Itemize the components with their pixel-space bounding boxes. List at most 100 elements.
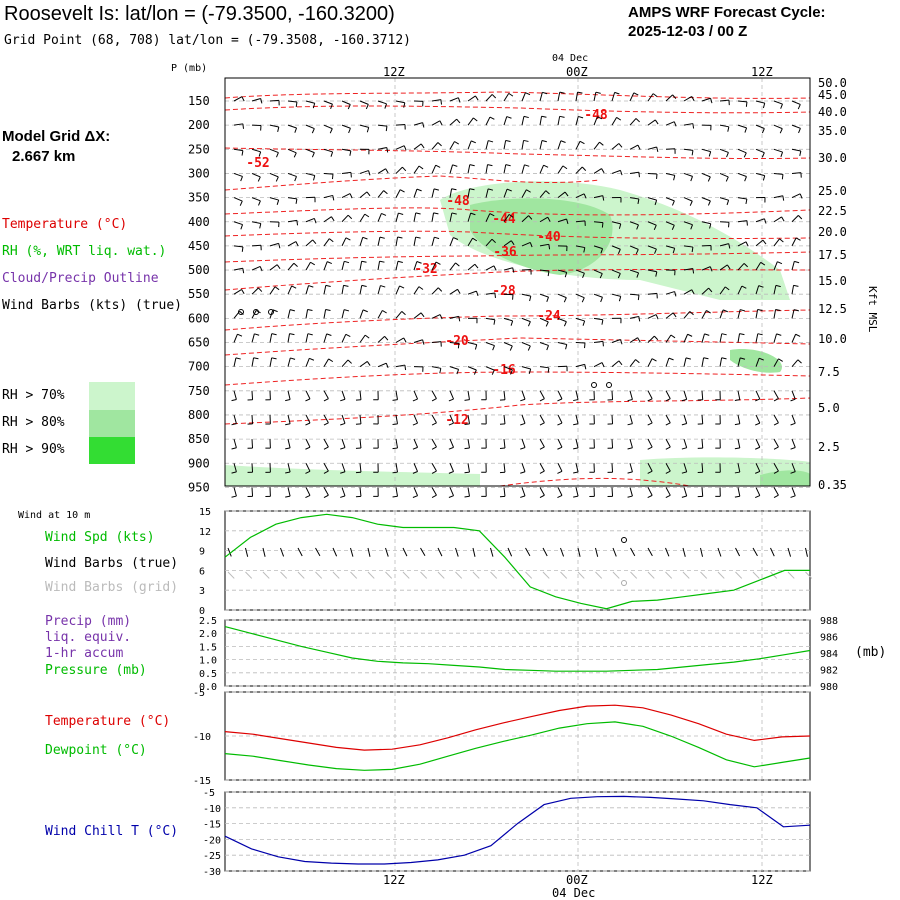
sfc-wind-barb-true <box>525 547 531 557</box>
wind-barb <box>737 333 741 343</box>
wind-barb-flag <box>541 115 547 118</box>
sfc-wind-barb-true <box>350 547 354 557</box>
wind-barb-flag <box>651 358 657 362</box>
wind-barb-flag <box>557 422 563 426</box>
top-time-12z-b: 12Z <box>751 65 773 79</box>
wind-barb <box>233 414 237 424</box>
wind-barb <box>629 487 633 497</box>
wind-barb-flag <box>311 152 315 158</box>
wind-barb-flag <box>384 103 388 109</box>
wind-barb <box>341 148 351 152</box>
wind-barb <box>629 171 639 174</box>
wind-barb <box>485 265 495 271</box>
wind-barb-flag <box>260 98 263 104</box>
wind-barb-flag <box>326 333 332 336</box>
wind-barb <box>719 172 729 178</box>
wind-barb-flag <box>564 272 568 278</box>
wind-barb <box>683 334 689 343</box>
cross-section-frame <box>224 77 811 487</box>
wind-barb-flag <box>509 345 513 351</box>
wind-barb <box>665 438 671 448</box>
wind-barb <box>341 237 347 247</box>
wind-barb-flag <box>272 309 278 313</box>
wind-barb <box>449 118 458 126</box>
temp-panel-tick-label: -15 <box>193 776 211 787</box>
wind-barb-flag <box>392 447 398 450</box>
wind-barb <box>377 124 388 127</box>
wind-barb <box>449 390 455 400</box>
wind-barb <box>575 166 583 174</box>
wind-barb <box>593 317 603 321</box>
wind-barb-flag <box>348 128 351 134</box>
wind-barb <box>323 216 332 223</box>
wind-barb <box>305 124 315 130</box>
sfc-wind-barb-true <box>437 547 443 557</box>
wind-barb-flag <box>798 128 801 134</box>
temperature-contour <box>224 337 811 356</box>
wind-barb-flag <box>412 398 418 402</box>
wind-barb <box>611 245 621 250</box>
wind-barb-flag <box>602 195 605 201</box>
wind-barb <box>611 92 616 102</box>
wind-barb <box>647 414 653 424</box>
wind-barb-flag <box>773 422 779 426</box>
wind-barb <box>359 100 369 105</box>
wind-barb <box>485 116 491 126</box>
wind-barb <box>683 463 688 472</box>
wind-barb <box>575 141 581 150</box>
wind-barb-flag <box>681 398 687 402</box>
wind-barb <box>593 269 603 275</box>
wind-barb-flag <box>685 357 691 360</box>
wind-barb-flag <box>385 363 389 369</box>
wind-barb <box>305 172 315 176</box>
wind-barb <box>467 263 476 271</box>
wind-barb <box>431 212 435 222</box>
wind-barb-flag <box>617 249 621 255</box>
wind-barb <box>611 221 621 225</box>
sfc-wind-barb-true <box>542 547 548 557</box>
wind-barb-flag <box>385 126 388 132</box>
wind-barb <box>683 414 688 424</box>
wind-barb <box>395 236 399 246</box>
sfc-wind-barb-grid <box>297 571 305 579</box>
wind-barb-flag <box>278 243 281 249</box>
wind-barb <box>449 315 459 319</box>
wind-barb-flag <box>285 399 291 402</box>
pressure-tick-label: 550 <box>188 287 210 301</box>
wind-barb-flag <box>795 333 801 337</box>
wind-barb-flag <box>422 122 425 128</box>
wind-barb <box>413 463 419 472</box>
wind-barb <box>737 220 747 223</box>
wind-barb <box>755 414 761 424</box>
wind-barb <box>395 364 405 368</box>
pressure-tick-label: 700 <box>188 360 210 374</box>
wind-barb <box>665 357 670 367</box>
wind-barb-flag <box>673 175 676 181</box>
wind-barb-flag <box>546 345 549 351</box>
wind-barb <box>755 333 759 343</box>
wind-barb-flag <box>547 367 550 373</box>
wind-barb <box>287 390 291 400</box>
wind-barb <box>521 215 529 223</box>
wind-barb <box>503 366 513 371</box>
wind-barb <box>305 309 309 319</box>
wind-barb <box>251 463 254 473</box>
wind-barb <box>323 261 328 271</box>
wind-barb <box>593 340 603 343</box>
height-tick-label: 2.5 <box>818 440 840 454</box>
wind-barb <box>593 293 603 298</box>
wind-barb-flag <box>347 359 352 364</box>
wind-barb-flag <box>529 242 533 248</box>
wind-barb-flag <box>673 121 677 127</box>
pressure-right-tick-label: 984 <box>820 649 838 660</box>
wind-barb <box>773 261 778 271</box>
wind-barb-flag <box>293 262 298 267</box>
wind-barb <box>395 439 398 449</box>
wind-barb <box>449 438 455 448</box>
wind-barb-flag <box>313 175 316 181</box>
sfc-wind-barb-grid <box>437 571 445 579</box>
wind-barb-flag <box>431 398 437 402</box>
calm-wind-circle <box>253 309 259 315</box>
wind-barb <box>611 269 621 274</box>
wind-barb <box>593 245 603 250</box>
